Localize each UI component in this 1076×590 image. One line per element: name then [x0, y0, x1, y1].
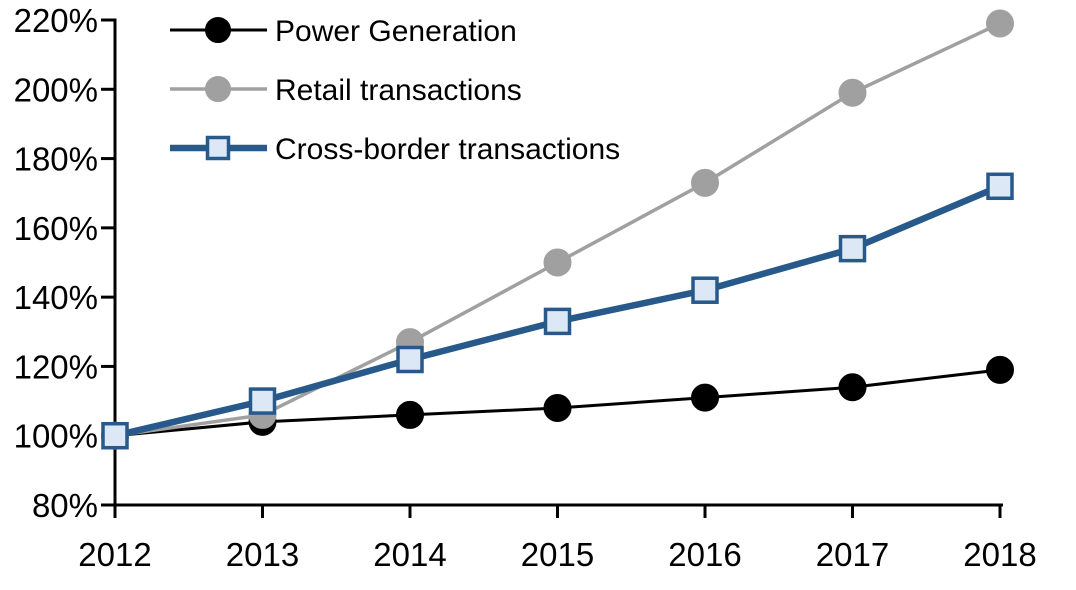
x-tick-label: 2015 [521, 536, 594, 573]
legend-swatch-marker [205, 76, 231, 102]
data-point-marker [543, 248, 572, 277]
legend-label: Power Generation [275, 15, 517, 48]
data-point-marker [543, 307, 572, 336]
x-tick-label: 2013 [226, 536, 299, 573]
legend-swatch-marker [205, 17, 231, 43]
x-tick-label: 2017 [816, 536, 889, 573]
x-tick-label: 2014 [373, 536, 446, 573]
y-tick-label: 200% [14, 71, 98, 108]
data-point-marker [396, 345, 424, 374]
x-tick-label: 2016 [668, 536, 741, 573]
data-point-marker [691, 276, 719, 304]
series-line-retail-transactions [114, 21, 1001, 438]
legend-label: Retail transactions [275, 74, 522, 107]
data-point-marker [986, 355, 1014, 384]
data-point-marker [543, 394, 572, 422]
y-tick-label: 160% [14, 210, 98, 247]
data-point-marker [838, 373, 867, 402]
legend-swatch-marker [205, 135, 231, 161]
data-point-marker [396, 400, 424, 429]
y-tick-label: 80% [32, 487, 98, 524]
data-point-marker [838, 78, 867, 107]
data-point-marker [986, 9, 1014, 38]
data-point-marker [691, 383, 719, 412]
x-tick-label: 2012 [78, 536, 151, 573]
y-tick-label: 180% [14, 141, 98, 178]
data-point-marker [248, 387, 277, 415]
y-tick-label: 140% [14, 279, 98, 316]
y-tick-label: 100% [14, 418, 98, 455]
x-tick-label: 2018 [963, 536, 1036, 573]
data-point-marker [691, 168, 719, 197]
legend-label: Cross-border transactions [275, 133, 620, 166]
data-point-marker [101, 421, 129, 450]
y-tick-label: 120% [14, 348, 98, 385]
data-point-marker [986, 172, 1014, 201]
data-point-marker [838, 234, 867, 263]
y-tick-label: 220% [14, 2, 98, 39]
